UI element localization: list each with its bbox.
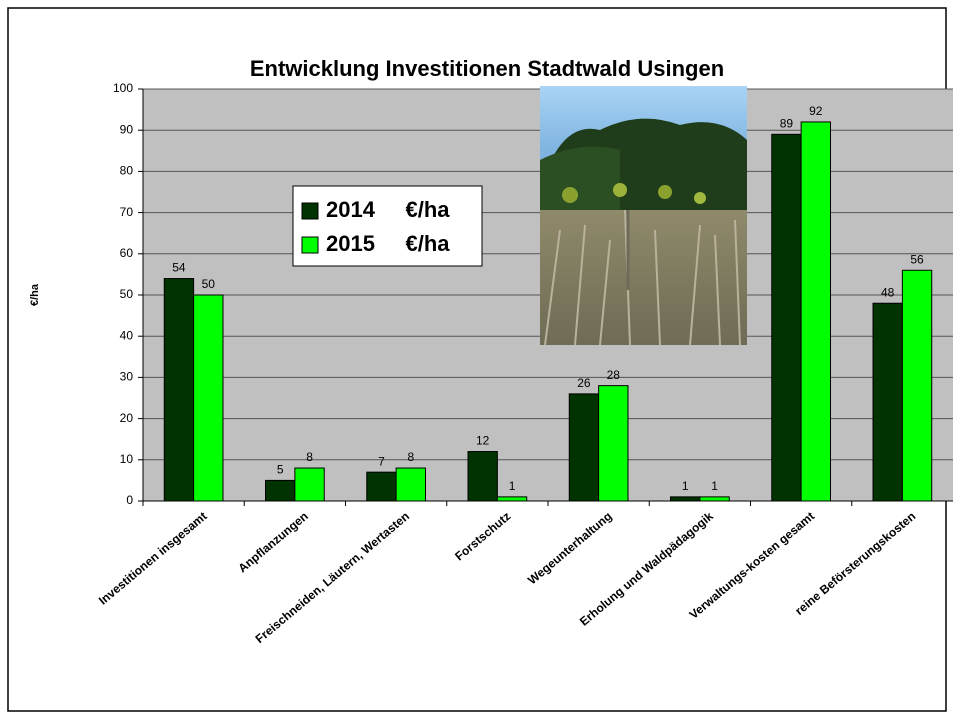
bar (568, 393, 600, 502)
x-tick-label: Anpflanzungen (235, 509, 310, 575)
value-label: 48 (881, 285, 895, 299)
y-tick-label: 50 (120, 287, 134, 301)
photo (540, 86, 747, 346)
legend-swatch (301, 236, 319, 254)
value-label: 8 (407, 450, 414, 464)
x-tick-label: reine Beförsterungskosten (792, 509, 918, 618)
y-tick-label: 0 (126, 493, 133, 507)
value-label: 28 (607, 368, 621, 382)
y-tick-label: 30 (120, 370, 134, 384)
x-tick-label: Investitionen insgesamt (96, 509, 210, 608)
bar (800, 121, 831, 502)
value-label: 12 (476, 434, 490, 448)
value-label: 7 (378, 454, 385, 468)
legend-swatch (301, 202, 319, 220)
bar (496, 496, 528, 502)
y-tick-label: 100 (113, 81, 133, 95)
value-label: 56 (910, 252, 924, 266)
value-label: 54 (172, 261, 186, 275)
bar (771, 133, 802, 502)
y-tick-label: 20 (120, 411, 134, 425)
legend-label: 2014 €/ha (326, 197, 450, 222)
value-label: 92 (809, 104, 823, 118)
y-tick-label: 90 (120, 122, 134, 136)
y-tick-label: 70 (120, 205, 134, 219)
value-label: 50 (202, 277, 216, 291)
bar (872, 302, 903, 502)
bar (467, 451, 498, 502)
value-label: 8 (306, 450, 313, 464)
bar (901, 269, 933, 502)
value-label: 1 (682, 479, 689, 493)
bar (163, 278, 195, 502)
value-label: 1 (711, 479, 718, 493)
bars (163, 121, 933, 502)
value-label: 1 (509, 479, 516, 493)
chart-title: Entwicklung Investitionen Stadtwald Usin… (250, 56, 724, 81)
y-tick-label: 10 (120, 452, 134, 466)
bar (395, 467, 426, 502)
y-tick-label: 80 (120, 164, 134, 178)
legend-label: 2015 €/ha (326, 231, 450, 256)
bar (265, 479, 296, 502)
bar (366, 471, 397, 502)
bar (193, 294, 224, 502)
legend (292, 185, 483, 267)
bar (699, 496, 730, 502)
value-label: 26 (577, 376, 591, 390)
y-tick-label: 40 (120, 328, 134, 342)
value-label: 89 (780, 116, 794, 130)
y-tick-label: 60 (120, 246, 134, 260)
bar (598, 385, 629, 502)
value-label: 5 (277, 463, 284, 477)
x-tick-label: Forstschutz (452, 509, 513, 563)
y-axis-label: €/ha (29, 283, 41, 306)
x-tick-label: Wegeunterhaltung (525, 509, 615, 587)
bar (294, 467, 325, 502)
bar (670, 496, 701, 502)
